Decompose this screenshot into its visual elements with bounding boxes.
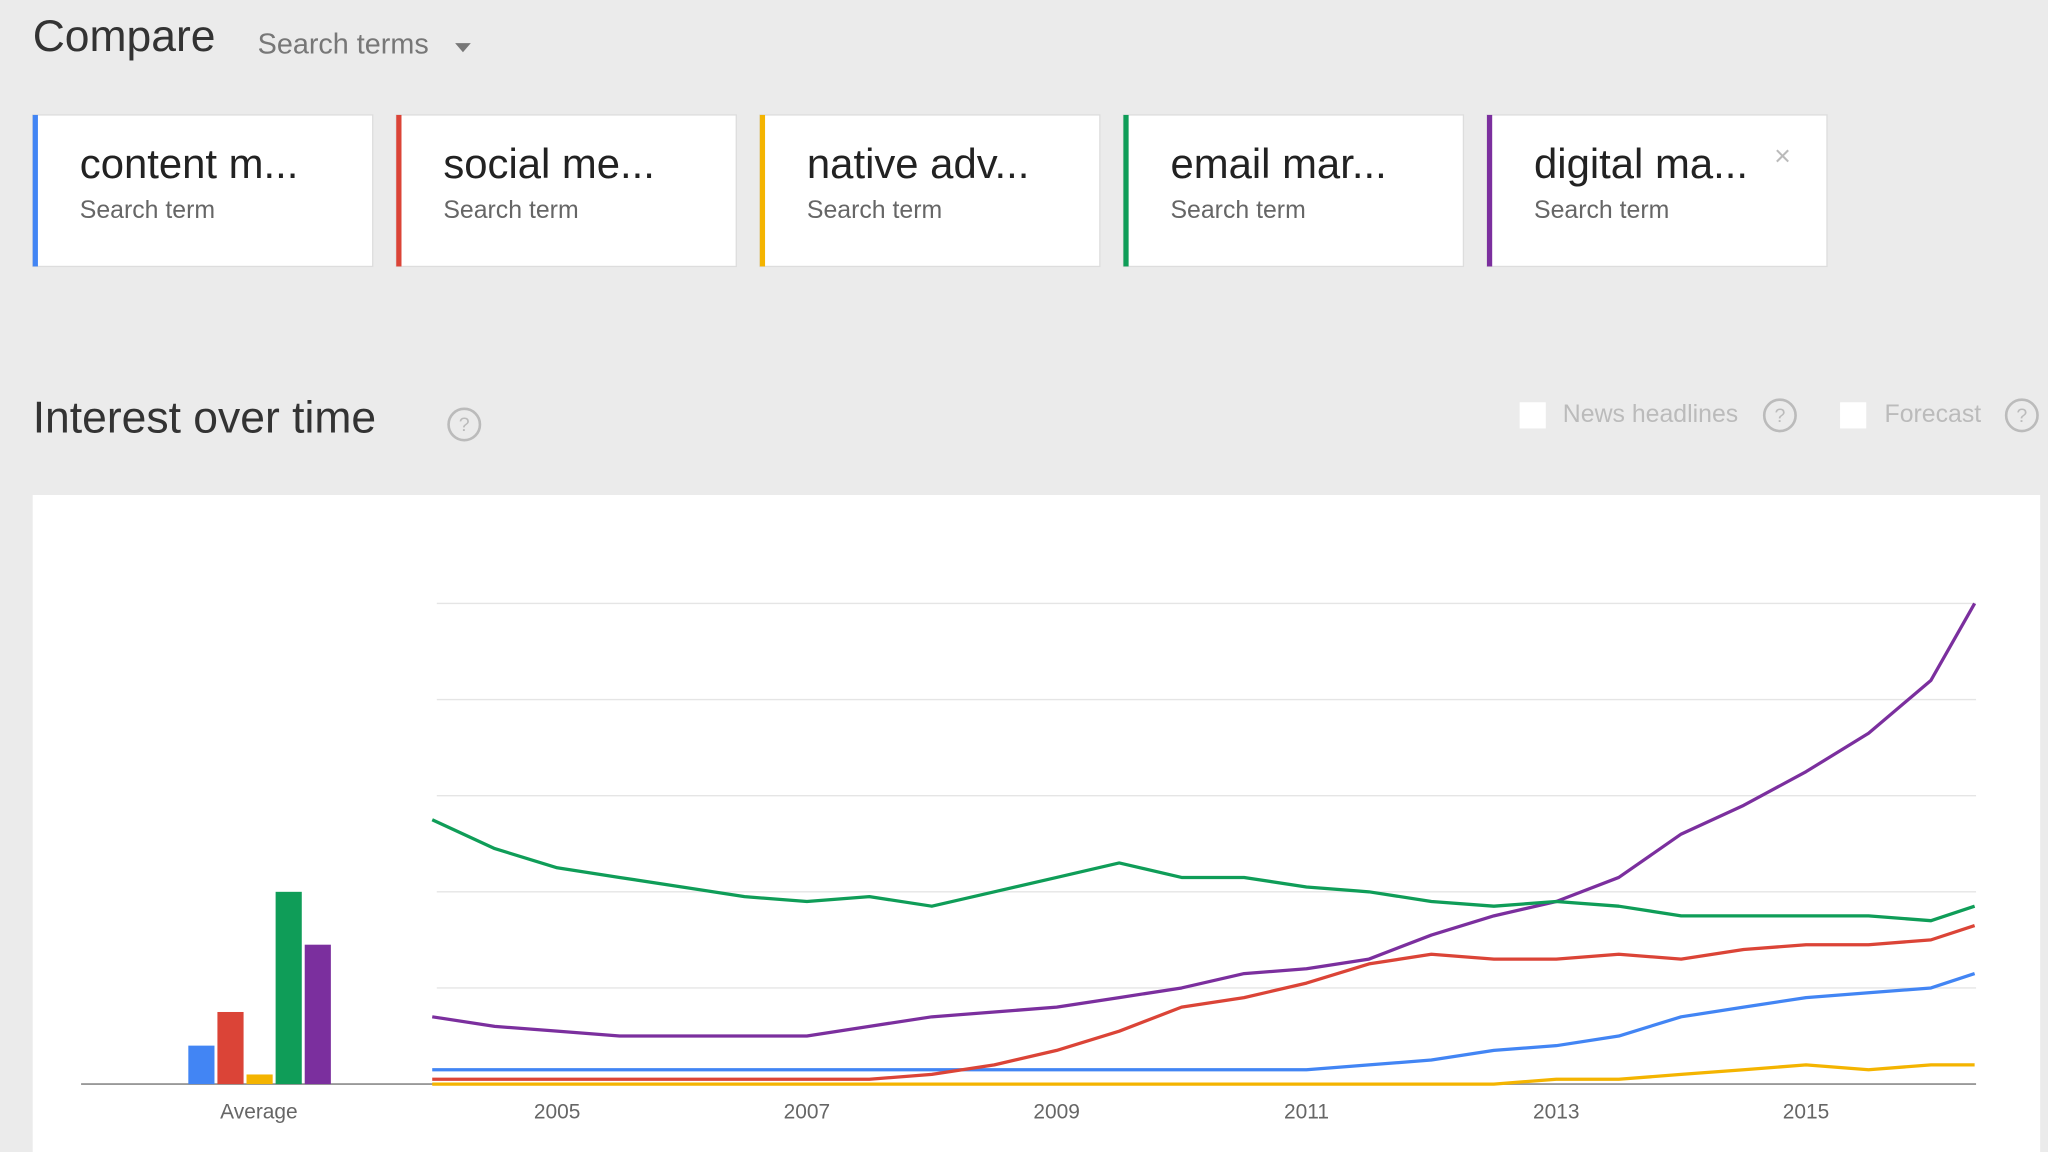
average-bar bbox=[246, 1074, 273, 1085]
search-term-cards: content m... Search term social me... Searc… bbox=[32, 114, 1828, 268]
help-icon[interactable] bbox=[2004, 398, 2039, 433]
x-tick-label: 2009 bbox=[1033, 1100, 1080, 1123]
card[interactable] bbox=[759, 114, 1101, 268]
average-bar bbox=[188, 1045, 215, 1085]
average-label: Average bbox=[220, 1100, 298, 1123]
help-icon-text[interactable]: ? bbox=[2016, 405, 2027, 427]
help-icon-text[interactable]: ? bbox=[459, 414, 470, 436]
series-line bbox=[431, 602, 1977, 1038]
card-subtitle: Search term bbox=[807, 197, 942, 224]
help-icon[interactable] bbox=[447, 407, 482, 442]
option-label[interactable]: News headlines bbox=[1563, 401, 1738, 428]
dropdown-arrow[interactable] bbox=[455, 43, 471, 53]
card-title[interactable]: social me... bbox=[443, 140, 655, 187]
checkbox[interactable] bbox=[1840, 402, 1867, 429]
average-bar bbox=[217, 1011, 244, 1085]
x-tick-label: 2005 bbox=[534, 1100, 581, 1123]
card-color-bar bbox=[1123, 114, 1129, 267]
card-title[interactable]: email mar... bbox=[1170, 140, 1386, 187]
card-color-bar bbox=[396, 114, 402, 267]
checkbox[interactable] bbox=[1519, 402, 1546, 429]
average-bar bbox=[275, 891, 302, 1085]
card-title[interactable]: content m... bbox=[80, 140, 299, 187]
series-line bbox=[432, 923, 1976, 1081]
card-color-bar bbox=[32, 114, 38, 267]
close-button[interactable]: × bbox=[1774, 141, 1791, 173]
help-icon-text[interactable]: ? bbox=[1774, 405, 1785, 427]
series-line bbox=[432, 1063, 1975, 1086]
card[interactable] bbox=[1122, 114, 1465, 268]
card[interactable] bbox=[32, 114, 374, 268]
average-bar bbox=[304, 944, 331, 1085]
card-color-bar bbox=[1486, 114, 1493, 267]
search-terms-dropdown[interactable]: Search terms bbox=[258, 28, 429, 60]
card-subtitle: Search term bbox=[80, 197, 215, 224]
series-line bbox=[431, 818, 1976, 923]
page-title: Compare bbox=[33, 12, 216, 61]
help-icon[interactable] bbox=[1762, 398, 1797, 433]
x-tick-label: 2013 bbox=[1533, 1100, 1580, 1123]
card-title[interactable]: native adv... bbox=[807, 140, 1030, 187]
card-title[interactable]: digital ma... bbox=[1534, 140, 1748, 187]
section-title: Interest over time bbox=[33, 393, 376, 442]
card-subtitle: Search term bbox=[1170, 197, 1305, 224]
chart: 2005 2007 2009 2011 2013 2015 Average bbox=[81, 602, 1977, 1123]
card-subtitle: Search term bbox=[443, 197, 578, 224]
option-label[interactable]: Forecast bbox=[1885, 401, 1982, 428]
card[interactable] bbox=[1486, 114, 1828, 268]
card-color-bar bbox=[759, 114, 766, 267]
x-tick-label: 2011 bbox=[1284, 1100, 1329, 1123]
card[interactable] bbox=[395, 114, 737, 268]
x-tick-label: 2015 bbox=[1783, 1100, 1830, 1123]
card-subtitle: Search term bbox=[1534, 197, 1669, 224]
x-tick-label: 2007 bbox=[784, 1100, 831, 1123]
series-line bbox=[432, 972, 1976, 1072]
